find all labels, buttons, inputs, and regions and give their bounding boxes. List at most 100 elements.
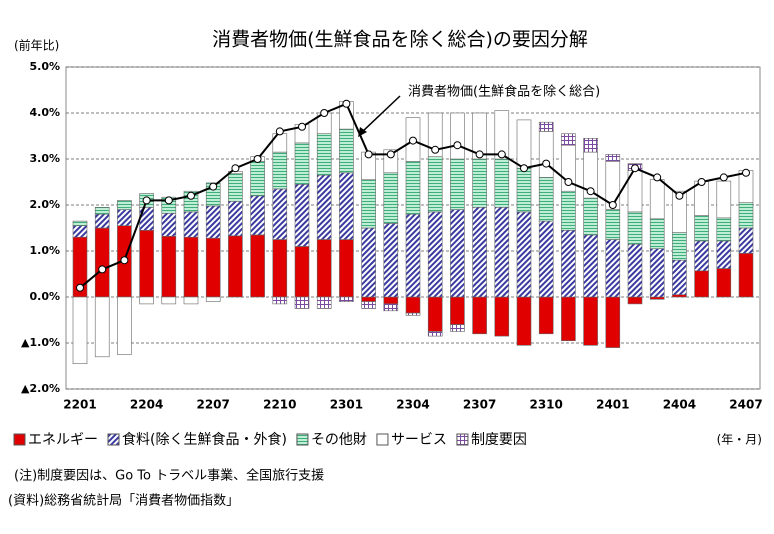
- bar-segment: [494, 296, 510, 337]
- bar-segment: [583, 296, 598, 346]
- bar-segment: [538, 131, 554, 178]
- bar-segment: [672, 259, 687, 296]
- bar-segment: [516, 167, 532, 213]
- bar-segment: [361, 227, 376, 298]
- bar-segment: [272, 296, 288, 305]
- bar-segment: [161, 296, 177, 305]
- bar-segment: [450, 209, 465, 298]
- bar-segment: [294, 184, 310, 247]
- bar-segment: [649, 179, 665, 220]
- bar-segment: [139, 230, 154, 298]
- legend-swatch: [456, 433, 469, 446]
- x-tick-label: 2407: [729, 398, 762, 412]
- x-tick-label: 2207: [196, 398, 229, 412]
- line-point: [275, 127, 284, 136]
- line-point: [253, 155, 262, 163]
- line-point: [409, 136, 417, 145]
- bar-segment: [316, 133, 332, 176]
- bar-segment: [427, 112, 443, 158]
- bar-segment: [383, 303, 399, 312]
- bar-segment: [94, 296, 110, 358]
- bar-segment: [583, 234, 598, 298]
- bar-segment: [672, 294, 687, 298]
- bar-segment: [405, 213, 421, 298]
- bar-segment: [472, 207, 487, 298]
- bar-segment: [250, 195, 265, 236]
- bar-segment: [605, 296, 621, 348]
- legend-swatch: [296, 433, 309, 446]
- bar-segment: [694, 270, 709, 298]
- bar-segment: [672, 190, 687, 233]
- x-tick-label: 2210: [263, 398, 296, 412]
- bar-segment: [427, 211, 443, 298]
- x-tick-label: 2310: [529, 398, 562, 412]
- bar-segment: [583, 197, 598, 236]
- bar-segment: [516, 119, 532, 169]
- y-axis-label: (前年比): [14, 38, 59, 53]
- bar-segment: [272, 188, 288, 240]
- bar-segment: [472, 296, 487, 335]
- bar-segment: [272, 239, 288, 298]
- bar-segment: [561, 190, 576, 231]
- line-point: [453, 141, 462, 150]
- x-axis-label: (年・月): [717, 433, 762, 447]
- bar-segment: [72, 220, 88, 227]
- legend-swatch: [107, 433, 120, 446]
- legend-label: サービス: [391, 432, 447, 448]
- bar-segment: [294, 246, 310, 298]
- bar-segment: [361, 179, 376, 229]
- legend-label: 食料(除く生鮮食品・外食): [122, 431, 287, 448]
- legend-label: その他財: [311, 432, 367, 448]
- legend-swatch: [13, 433, 26, 446]
- bar-segment: [450, 296, 465, 325]
- bar-segment: [339, 239, 354, 298]
- line-point: [320, 109, 329, 117]
- bar-segment: [161, 235, 177, 298]
- bar-segment: [538, 296, 554, 335]
- bar-segment: [738, 227, 754, 254]
- line-point: [431, 145, 440, 154]
- x-tick-label: 2404: [663, 398, 696, 412]
- y-tick-label: 4.0%: [29, 106, 60, 119]
- bar-segment: [161, 212, 177, 237]
- bar-segment: [205, 296, 221, 302]
- bar-segment: [694, 215, 709, 242]
- line-point: [187, 191, 195, 200]
- bar-segment: [339, 296, 354, 302]
- bar-segment: [183, 211, 199, 238]
- line-point: [564, 178, 573, 186]
- bar-segment: [272, 151, 288, 190]
- y-tick-label: 1.0%: [29, 244, 60, 257]
- bar-segment: [694, 240, 709, 272]
- bar-segment: [250, 234, 265, 298]
- bar-segment: [316, 239, 332, 298]
- bar-segment: [250, 161, 265, 197]
- line-annotation: 消費者物価(生鮮食品を除く総合): [408, 84, 600, 100]
- bar-segment: [716, 217, 732, 242]
- bar-segment: [361, 296, 376, 302]
- y-tick-label: 5.0%: [29, 60, 60, 73]
- bar-segment: [716, 240, 732, 269]
- bar-segment: [450, 158, 465, 210]
- bar-segment: [339, 128, 354, 174]
- bar-segment: [450, 112, 465, 160]
- line-point: [342, 99, 351, 108]
- line-point: [76, 283, 84, 292]
- bar-segment: [627, 211, 643, 245]
- bar-segment: [561, 296, 576, 342]
- line-point: [209, 182, 218, 191]
- note: (資料)総務省統計局「消費者物価指数」: [8, 493, 239, 509]
- line-point: [231, 164, 240, 173]
- bar-segment: [427, 156, 443, 213]
- line-point: [298, 122, 306, 131]
- line-point: [675, 191, 684, 200]
- bar-segment: [694, 180, 709, 216]
- legend-label: 制度要因: [471, 432, 527, 448]
- bar-segment: [383, 296, 399, 305]
- bar-segment: [627, 243, 643, 298]
- bar-segment: [472, 158, 487, 208]
- line-point: [586, 187, 595, 196]
- line-point: [497, 150, 506, 159]
- y-tick-label: ▲1.0%: [21, 336, 60, 349]
- bar-segment: [561, 133, 576, 146]
